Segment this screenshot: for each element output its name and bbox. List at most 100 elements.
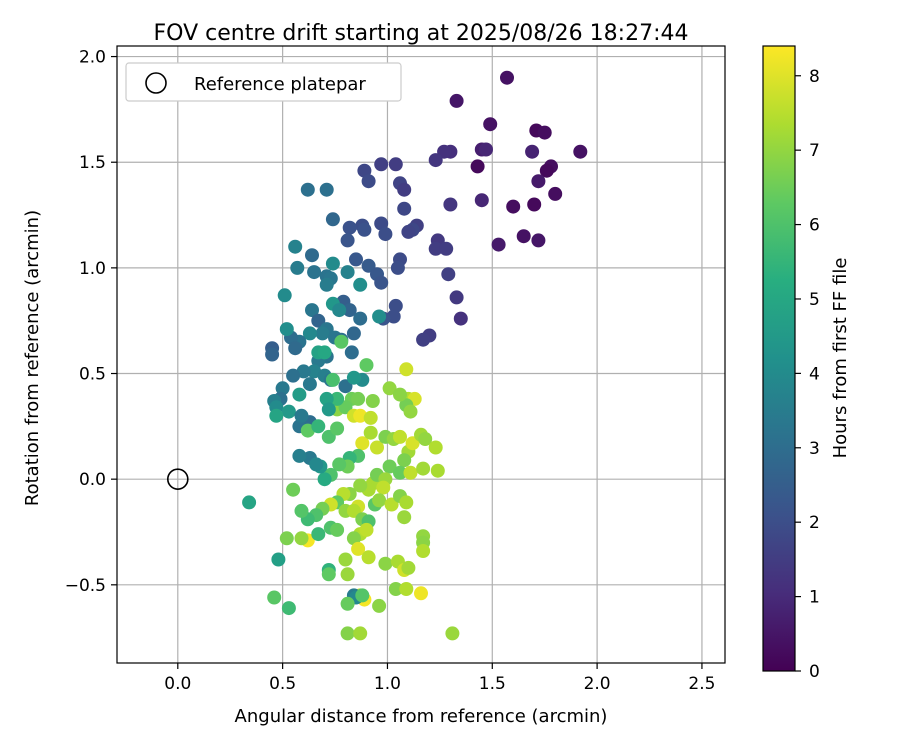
data-point (325, 256, 340, 271)
data-point (416, 332, 431, 347)
data-point (309, 457, 324, 472)
data-point (277, 288, 292, 303)
plot-background (117, 46, 725, 663)
y-tick-label: 1.0 (79, 259, 106, 279)
data-point (418, 432, 433, 446)
data-point (382, 381, 397, 396)
data-point (372, 493, 387, 508)
y-tick-label: 0.5 (79, 365, 106, 385)
data-point (325, 372, 340, 387)
data-point (355, 436, 370, 451)
data-point (319, 391, 334, 406)
x-tick-label: 0.0 (164, 674, 191, 694)
colorbar-tick-label: 5 (809, 290, 820, 310)
data-point (414, 586, 428, 601)
data-point (340, 567, 355, 582)
data-point (443, 197, 458, 212)
data-point (399, 362, 414, 377)
data-point (441, 267, 456, 282)
data-point (330, 391, 345, 406)
data-point (315, 326, 330, 341)
data-point (365, 394, 380, 408)
legend-label: Reference platepar (194, 74, 366, 95)
data-point (294, 503, 309, 518)
data-point (531, 233, 546, 248)
y-axis-ticks: −0.5 0.0 0.5 1.0 1.5 2.0 (65, 48, 117, 596)
data-point (300, 423, 315, 438)
data-point (537, 125, 552, 140)
data-point (288, 341, 303, 356)
data-point (363, 425, 378, 440)
data-point (388, 157, 403, 172)
data-point (372, 309, 387, 324)
data-point (269, 408, 284, 423)
chart-title: FOV centre drift starting at 2025/08/26 … (154, 21, 689, 46)
data-point (330, 421, 345, 436)
data-point (344, 345, 359, 360)
data-point (397, 201, 412, 216)
data-point (393, 429, 407, 444)
colorbar-tick-label: 2 (809, 513, 820, 533)
x-tick-label: 1.0 (374, 674, 401, 694)
data-point (353, 277, 368, 292)
data-point (307, 265, 322, 280)
data-point (311, 419, 326, 434)
data-point (275, 381, 290, 396)
legend-box (125, 62, 402, 102)
data-point (305, 248, 319, 263)
data-point (403, 404, 418, 419)
data-point (531, 174, 546, 189)
data-point (317, 472, 332, 487)
data-point (439, 241, 454, 256)
data-point (271, 552, 286, 567)
data-point (279, 531, 294, 546)
data-point (334, 334, 349, 349)
data-point (430, 463, 445, 478)
y-tick-label: 0.0 (79, 470, 106, 490)
data-point (361, 174, 376, 189)
data-point (539, 163, 554, 178)
data-point (294, 531, 309, 546)
grid (117, 46, 725, 663)
data-point (340, 626, 355, 641)
data-point (296, 364, 311, 379)
x-tick-label: 2.0 (584, 674, 611, 694)
colorbar-tick-label: 3 (809, 439, 820, 459)
data-point (325, 212, 340, 227)
data-point (516, 229, 531, 244)
data-point (449, 93, 464, 108)
data-point (397, 510, 412, 525)
data-point (346, 531, 361, 546)
colorbar-ticks: 0 1 2 3 4 5 6 7 8 (795, 67, 820, 682)
data-point (470, 159, 485, 174)
data-point (386, 309, 401, 324)
data-point (500, 70, 514, 85)
data-point (382, 459, 397, 474)
data-point (311, 527, 326, 542)
data-point (321, 402, 336, 417)
data-point (527, 197, 542, 212)
data-point (281, 601, 296, 616)
data-point (372, 598, 387, 613)
data-point (399, 495, 414, 510)
data-point (290, 260, 305, 275)
data-points (242, 70, 588, 641)
data-point (353, 626, 368, 641)
y-tick-label: −0.5 (65, 576, 106, 596)
colorbar-tick-label: 6 (809, 216, 820, 236)
data-point (302, 326, 317, 341)
data-point (378, 556, 393, 571)
colorbar-tick-label: 0 (809, 662, 820, 682)
data-point (338, 379, 353, 394)
data-point (445, 626, 460, 641)
data-point (388, 298, 403, 313)
data-point (332, 457, 347, 472)
data-point (370, 440, 384, 455)
reference-platepar-marker (167, 468, 189, 490)
data-point (525, 144, 540, 159)
data-point (359, 522, 374, 537)
data-point (307, 364, 322, 379)
data-point (351, 541, 366, 556)
data-point (340, 265, 355, 280)
data-point (401, 224, 416, 239)
